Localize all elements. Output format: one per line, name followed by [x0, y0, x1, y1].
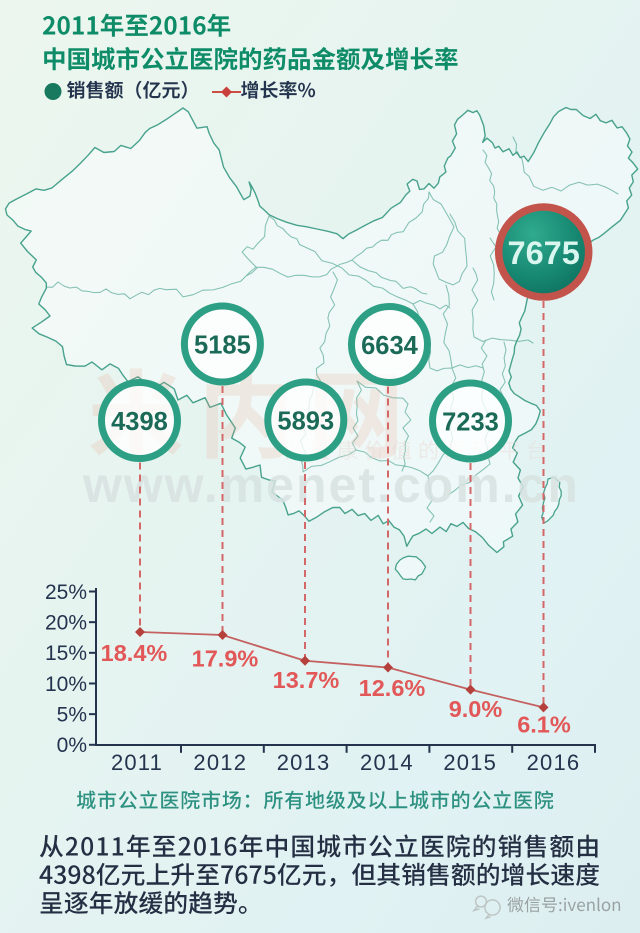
svg-text:13.7%: 13.7%: [273, 667, 340, 693]
svg-text:6.1%: 6.1%: [517, 712, 571, 738]
svg-text:15%: 15%: [45, 642, 87, 665]
svg-text:www.menet.com.cn: www.menet.com.cn: [82, 457, 580, 513]
svg-text:18.4%: 18.4%: [101, 640, 168, 666]
svg-text:9.0%: 9.0%: [449, 696, 503, 722]
svg-text:5893: 5893: [277, 407, 334, 435]
svg-text:2014: 2014: [360, 750, 414, 775]
svg-text:7675: 7675: [508, 235, 580, 271]
svg-text:2016: 2016: [527, 750, 581, 775]
svg-text:2012: 2012: [193, 750, 247, 775]
svg-text:2015: 2015: [443, 750, 497, 775]
svg-text:2013: 2013: [277, 750, 331, 775]
svg-text:2011: 2011: [111, 750, 163, 775]
svg-text:5185: 5185: [194, 331, 251, 359]
svg-text:7233: 7233: [442, 408, 499, 436]
svg-text:20%: 20%: [45, 611, 87, 634]
svg-text:25%: 25%: [45, 581, 87, 604]
svg-text:17.9%: 17.9%: [192, 646, 259, 672]
svg-text:10%: 10%: [45, 673, 87, 696]
svg-text:4398: 4398: [111, 408, 168, 436]
svg-text:5%: 5%: [57, 703, 87, 726]
svg-text:12.6%: 12.6%: [359, 675, 426, 701]
svg-text:0%: 0%: [57, 734, 87, 757]
svg-text:6634: 6634: [361, 332, 419, 360]
